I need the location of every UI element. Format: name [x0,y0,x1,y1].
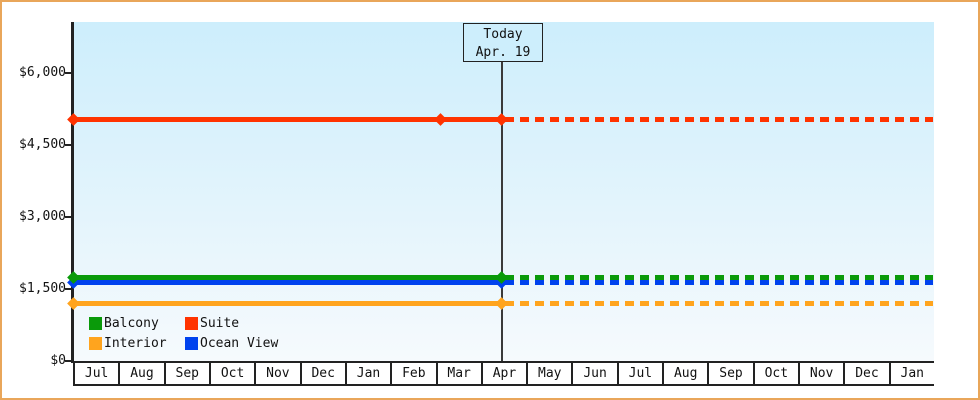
month-cell: Dec [843,363,888,384]
today-label: Today [483,27,523,42]
legend-label: Interior [104,335,167,351]
month-cell: Sep [707,363,752,384]
month-cell: Mar [435,363,481,384]
month-cell: Sep [163,363,209,384]
y-tick [65,288,72,290]
month-cell: May [526,363,571,384]
y-tick-label: $3,000 [19,209,66,224]
legend-label: Ocean View [200,335,279,351]
y-tick-label: $0 [50,353,66,368]
interior-line-solid [73,301,501,306]
balcony-line-solid [73,275,501,280]
month-cell: Jan [344,363,390,384]
interior-swatch-icon [89,336,102,350]
x-axis-month-row: Jul Aug Sep Oct Nov Dec Jan Feb Mar Apr … [73,361,934,386]
y-tick [65,360,72,362]
ocean-view-line-solid [73,280,501,285]
balcony-line-dotted [505,275,933,280]
legend-item-ocean-view: Ocean View [185,333,278,353]
y-tick-label: $1,500 [19,281,66,296]
month-cell: Jan [888,363,934,384]
legend-label: Balcony [104,315,159,331]
month-cell: Feb [390,363,435,384]
suite-line-solid [73,117,501,122]
month-cell: Oct [208,363,254,384]
legend-item-suite: Suite [185,313,278,333]
month-cell: Nov [254,363,299,384]
month-cell: Apr [480,363,526,384]
today-date: Apr. 19 [475,45,531,60]
y-tick [65,216,72,218]
ocean-view-line-dotted [505,280,933,285]
suite-swatch-icon [185,316,198,330]
month-cell: Nov [798,363,843,384]
y-tick [65,144,72,146]
y-tick [65,72,72,74]
ocean-view-swatch-icon [185,336,198,350]
y-tick-label: $4,500 [19,137,66,152]
interior-line-dotted [505,301,933,306]
y-tick-label: $6,000 [19,65,66,80]
month-cell: Aug [118,363,163,384]
balcony-swatch-icon [89,316,102,330]
month-cell: Dec [299,363,345,384]
legend-item-interior: Interior [89,333,185,353]
legend-label: Suite [200,315,240,331]
today-marker-box: Today Apr. 19 [463,23,543,62]
month-cell: Oct [752,363,798,384]
legend-item-balcony: Balcony [89,313,185,333]
month-cell: Aug [662,363,707,384]
legend: Balcony Suite Interior Ocean View [89,313,278,353]
suite-line-dotted [505,117,933,122]
month-cell: Jul [616,363,662,384]
month-cell: Jun [571,363,616,384]
plot-area [74,22,934,361]
month-cell: Jul [73,363,118,384]
today-line [501,62,503,363]
y-axis [71,22,74,363]
